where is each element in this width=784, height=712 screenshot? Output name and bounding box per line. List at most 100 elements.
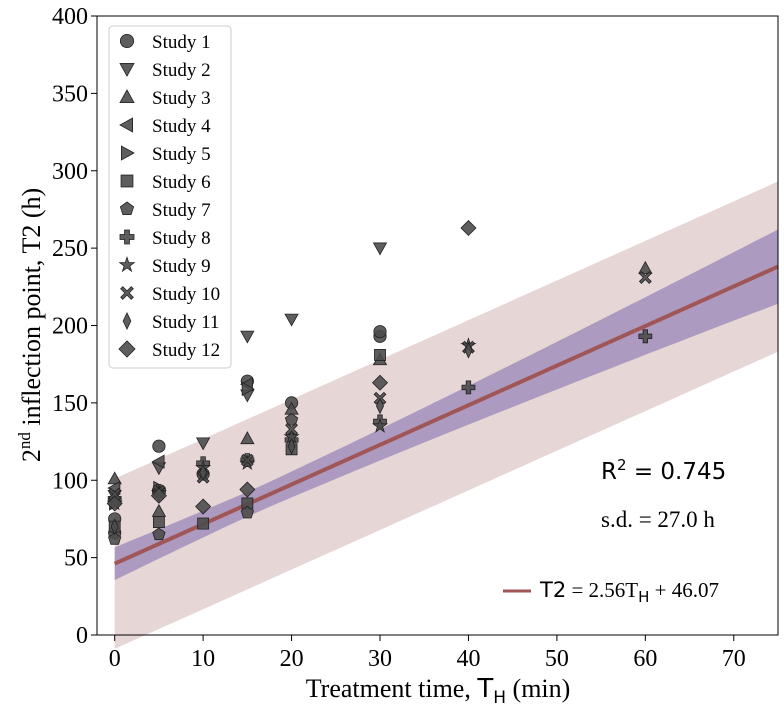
data-point <box>195 437 211 451</box>
legend-item: Study 6 <box>120 172 211 193</box>
legend-label: Study 6 <box>152 172 211 193</box>
legend-label: Study 10 <box>152 284 220 305</box>
data-point <box>110 518 119 536</box>
y-tick-label: 350 <box>52 81 88 107</box>
data-point <box>375 397 385 415</box>
legend-box <box>108 25 232 369</box>
series-study-7 <box>108 412 299 545</box>
legend-item: Study 2 <box>119 60 211 81</box>
data-point <box>152 527 166 541</box>
y-tick-label: 150 <box>52 391 88 417</box>
data-point <box>284 412 299 426</box>
data-point <box>241 381 255 397</box>
x-tick-label: 20 <box>280 646 304 672</box>
x-tick-label: 70 <box>722 646 746 672</box>
series-study-6 <box>108 348 386 533</box>
legend-item: Study 3 <box>119 88 211 109</box>
x-tick-label: 60 <box>633 646 657 672</box>
legend: Study 1 Study 2 Study 3 Study 4 Study 5 Study… <box>108 25 232 369</box>
legend-item: Study 7 <box>119 200 211 221</box>
data-point <box>464 341 473 359</box>
legend-item: Study 9 <box>118 256 211 277</box>
legend-item: Study 8 <box>119 228 211 249</box>
legend-item: Study 12 <box>118 340 220 361</box>
legend-marker <box>119 229 135 245</box>
legend-label: Study 5 <box>152 144 211 165</box>
data-point <box>461 380 476 395</box>
legend-label: Study 7 <box>152 200 211 221</box>
y-tick-label: 400 <box>52 4 88 30</box>
x-tick-label: 0 <box>109 646 121 672</box>
y-tick-label: 0 <box>76 623 88 649</box>
data-point <box>107 471 122 485</box>
fit-line-layer <box>113 264 779 566</box>
data-point <box>371 374 389 391</box>
legend-marker <box>118 256 136 273</box>
legend-marker <box>119 33 135 49</box>
confidence-band <box>114 229 779 581</box>
legend-marker <box>121 145 135 161</box>
x-tick-label: 40 <box>456 646 480 672</box>
fit-line <box>113 264 779 566</box>
legend-marker <box>122 312 132 330</box>
data-point <box>240 330 255 344</box>
legend-label: Study 4 <box>152 116 211 137</box>
y-tick-label: 200 <box>52 314 88 340</box>
legend-item: Study 11 <box>122 312 219 333</box>
r-squared-annotation: R2 = 0.745 <box>601 456 726 485</box>
data-point <box>151 454 165 469</box>
legend-marker <box>120 174 134 188</box>
points-layer <box>106 219 653 545</box>
x-tick-label: 50 <box>545 646 569 672</box>
series-study-12 <box>106 219 477 515</box>
data-point <box>108 532 122 545</box>
legend-label: Study 3 <box>152 88 211 109</box>
legend-marker <box>119 201 135 216</box>
data-point <box>638 271 652 284</box>
legend-marker <box>120 286 134 300</box>
legend-label: Study 9 <box>152 256 211 277</box>
data-point <box>460 219 477 237</box>
data-point <box>373 325 387 339</box>
legend-label: Study 8 <box>152 228 211 249</box>
legend-label: Study 2 <box>152 60 211 81</box>
data-point <box>241 497 254 510</box>
x-axis-label: Treatment time, TH (min) <box>306 674 571 708</box>
data-point <box>195 498 212 515</box>
data-point <box>240 453 254 467</box>
legend-marker <box>119 63 135 77</box>
y-tick-label: 100 <box>52 468 88 494</box>
data-point <box>199 464 208 481</box>
y-axis-label: 2nd inflection point, T2 (h) <box>15 188 46 462</box>
data-point <box>106 495 123 512</box>
fit-legend-label: T2 = 2.56TH + 46.07 <box>539 578 719 606</box>
data-point <box>240 505 255 519</box>
legend-label: Study 11 <box>152 312 219 333</box>
data-point <box>371 417 389 433</box>
data-point <box>152 439 166 453</box>
legend-label: Study 1 <box>152 32 211 53</box>
legend-label: Study 12 <box>152 340 220 361</box>
x-tick-label: 30 <box>368 646 392 672</box>
sd-annotation: s.d. = 27.0 h <box>601 507 715 532</box>
data-point <box>240 431 255 445</box>
y-tick-label: 300 <box>52 159 88 185</box>
data-point <box>287 437 296 455</box>
x-tick-label: 10 <box>191 646 215 672</box>
legend-marker <box>118 340 136 358</box>
legend-marker <box>119 117 133 133</box>
data-point <box>372 242 388 256</box>
y-tick-label: 50 <box>64 546 88 572</box>
data-point <box>638 329 653 344</box>
data-point <box>150 487 167 504</box>
data-point <box>152 516 165 528</box>
y-tick-label: 250 <box>52 236 88 262</box>
data-point <box>197 517 210 530</box>
axes-layer: 0 10 20 30 40 50 60 70 0 50 100 150 200 250 300 350 400 <box>52 4 779 672</box>
data-point <box>108 487 122 501</box>
legend-marker <box>119 89 135 103</box>
data-point <box>284 313 299 327</box>
data-point <box>374 348 386 361</box>
data-point <box>239 481 256 498</box>
